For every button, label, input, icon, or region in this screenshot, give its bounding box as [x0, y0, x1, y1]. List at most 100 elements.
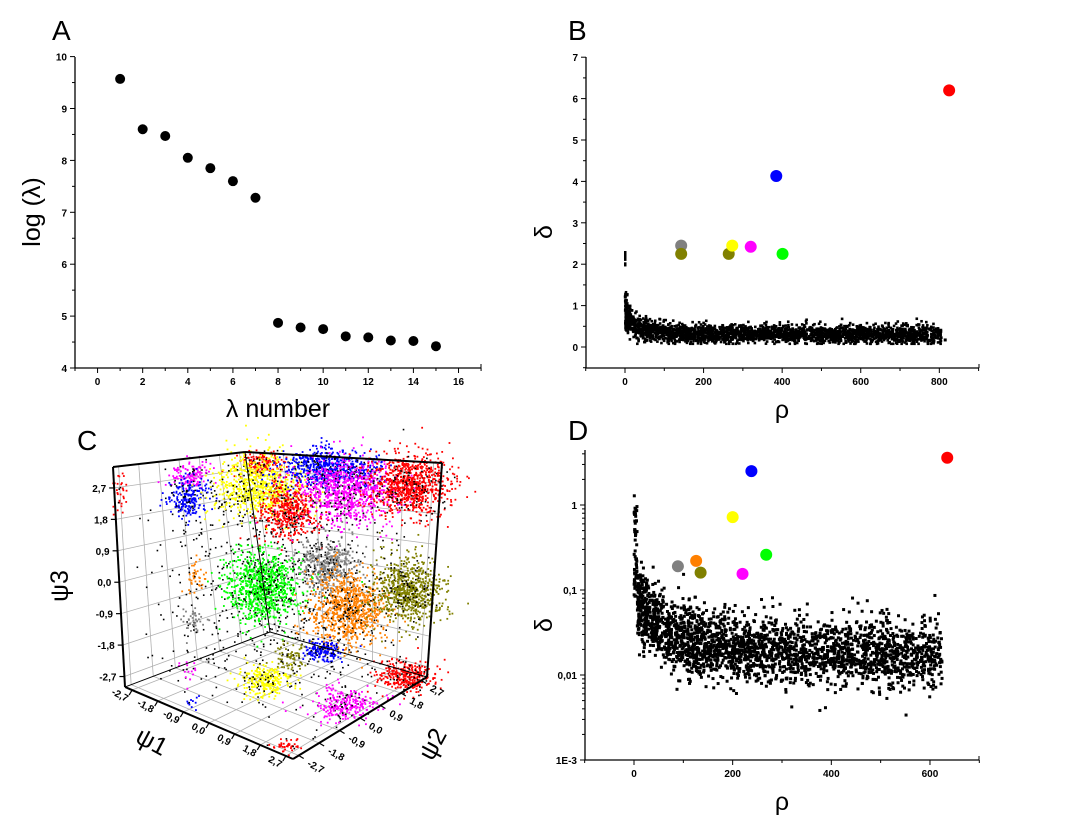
cloud-point [913, 335, 917, 339]
cloud-point [758, 663, 762, 667]
cloud-point [801, 624, 805, 628]
cloud-point [769, 336, 773, 339]
cloud-point [689, 605, 693, 609]
cloud-point [840, 317, 844, 321]
cloud-point [934, 626, 938, 630]
cloud-point [856, 601, 860, 605]
cloud-point [796, 329, 800, 332]
cloud-point [738, 324, 741, 327]
cloud-point [818, 647, 822, 651]
cloud-point [698, 630, 702, 634]
cloud-point [784, 332, 788, 336]
cloud-point [658, 609, 662, 613]
cloud-point [789, 664, 793, 668]
cloud-point [816, 674, 820, 678]
cloud-point [803, 668, 807, 672]
cloud-point [897, 332, 900, 335]
cloud-point [649, 331, 653, 335]
y-tick-label: 2 [572, 260, 578, 271]
cloud-point [934, 334, 937, 338]
cloud-point [919, 665, 923, 669]
cloud-point [904, 334, 907, 337]
cloud-point [694, 331, 697, 335]
x-tick-label: 4 [185, 377, 191, 388]
cloud-point [794, 648, 798, 652]
cloud-point [841, 335, 845, 338]
cloud-point [938, 340, 942, 344]
cloud-point [661, 331, 665, 334]
cloud-point [704, 327, 707, 330]
cloud-point [932, 322, 935, 326]
cloud-point [680, 338, 683, 341]
cloud-point [727, 342, 731, 346]
cloud-point [665, 330, 668, 333]
cloud-point [773, 342, 776, 346]
cloud-point [936, 337, 940, 340]
cloud-point [877, 643, 881, 647]
cloud-point [674, 614, 678, 618]
cloud-point [677, 679, 681, 683]
cloud-point [708, 652, 712, 656]
cloud-point [728, 328, 732, 331]
cloud-point [662, 318, 666, 322]
cloud-point [879, 657, 883, 661]
cloud-point [943, 338, 947, 342]
cloud-point [679, 336, 682, 339]
cloud-point [832, 632, 836, 636]
cloud-point [888, 620, 892, 624]
cloud-point [746, 606, 750, 610]
cloud-point [730, 631, 734, 635]
cloud-point [791, 327, 794, 330]
eigenvalue-point [137, 124, 148, 135]
cloud-point [727, 340, 731, 343]
cloud-point [802, 629, 806, 633]
cloud-point [643, 325, 646, 328]
cloud-point [783, 330, 787, 334]
cloud-point [921, 324, 925, 327]
cloud-point [851, 333, 854, 337]
cloud-point [793, 339, 796, 343]
cloud-point [716, 658, 720, 662]
cloud-point [908, 671, 912, 675]
cloud-point [626, 330, 630, 333]
cloud-point [878, 690, 882, 694]
cloud-point [718, 638, 722, 642]
cloud-point [666, 618, 670, 622]
cloud-point [649, 631, 653, 635]
cloud-point [665, 641, 669, 645]
cloud-point [841, 333, 845, 337]
cloud-point [917, 323, 921, 326]
cloud-point [692, 330, 696, 334]
cloud-point [819, 320, 822, 324]
cloud-point [930, 640, 934, 644]
cloud-point [639, 330, 643, 333]
cloud-point [900, 328, 903, 332]
cloud-point [644, 625, 648, 629]
cloud-point [721, 324, 725, 327]
cloud-point [777, 651, 781, 655]
cloud-point [735, 621, 739, 625]
cloud-point [911, 643, 915, 647]
cloud-point [784, 633, 788, 637]
cloud-point [632, 567, 636, 571]
cloud-point [748, 641, 752, 645]
cloud-point [695, 606, 699, 610]
cloud-point [820, 338, 824, 342]
cloud-point [656, 323, 660, 327]
cloud-point [864, 336, 867, 340]
cloud-point [642, 654, 646, 658]
y-tick-label: 4 [61, 364, 67, 375]
cloud-point [733, 617, 737, 621]
cloud-point [740, 329, 743, 333]
cloud-point [742, 339, 745, 343]
cloud-point [679, 652, 683, 656]
cloud-point [692, 614, 696, 618]
cloud-point [755, 336, 758, 340]
cloud-point [709, 325, 712, 329]
cloud-point [814, 671, 818, 675]
cluster-center-point [675, 247, 688, 260]
cloud-point [807, 337, 811, 340]
cloud-point [688, 334, 691, 337]
cloud-point [764, 342, 768, 345]
cloud-point [904, 657, 908, 661]
